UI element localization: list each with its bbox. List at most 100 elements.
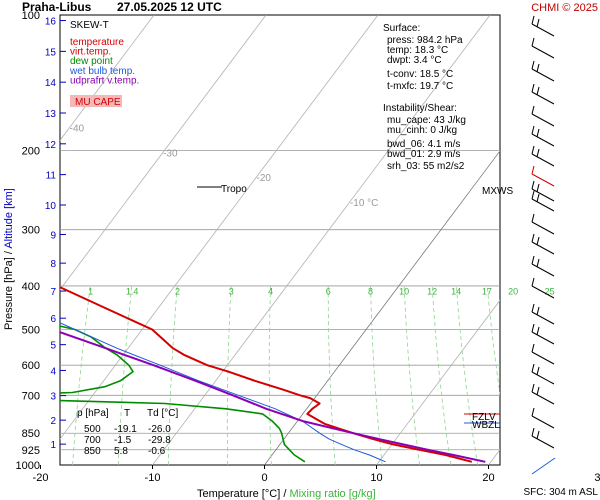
mu-cape-label: MU CAPE <box>75 97 121 108</box>
udprafrt-v-temp-line <box>60 331 486 463</box>
pressure-tick-label: 300 <box>22 225 40 237</box>
table-cell: 500 <box>84 424 101 435</box>
mixing-ratio-label: 14 <box>451 286 461 296</box>
temperature-tick-label: -10 <box>145 472 161 484</box>
isotherm-line <box>376 299 500 465</box>
wind-barb <box>531 277 555 299</box>
temperature-line <box>60 286 473 463</box>
mixing-ratio-label: 10 <box>399 286 409 296</box>
altitude-tick-label: 10 <box>45 201 57 212</box>
mixing-ratio-line <box>455 285 479 465</box>
altitude-tick-label: 9 <box>50 230 56 241</box>
wind-barb <box>531 407 555 429</box>
tropopause-label: Tropo <box>221 184 247 195</box>
temperature-tick-label: 10 <box>370 472 382 484</box>
wind-barb <box>531 37 555 59</box>
surface-info-line: press: 984.2 hPa <box>387 35 463 46</box>
mixing-ratio-line <box>431 285 452 465</box>
mixing-ratio-line <box>72 285 91 465</box>
instability-line: srh_03: 55 m2/s2 <box>387 161 465 172</box>
wind-barb <box>531 233 555 255</box>
station-name: Praha-Libus <box>22 0 92 14</box>
altitude-tick-label: 2 <box>50 416 56 427</box>
wind-barb <box>531 145 555 167</box>
instability-heading: Instability/Shear: <box>383 103 457 114</box>
wind-barb <box>531 213 555 235</box>
table-header: Td [°C] <box>147 408 178 419</box>
wind-barb <box>531 83 555 105</box>
surface-info-line: dwpt: 3.4 °C <box>387 55 442 66</box>
temperature-tick-label: 0 <box>261 472 267 484</box>
isotherm-label: -10 °C <box>350 198 378 209</box>
pressure-tick-label: 100 <box>22 10 40 22</box>
isotherm-line <box>264 150 500 465</box>
mixing-ratio-line <box>117 285 133 465</box>
plot-frame <box>59 14 501 466</box>
temperature-tick-label: 30 <box>594 472 600 484</box>
mixing-ratio-line <box>370 285 383 465</box>
instability-line: mu_cinh: 0 J/kg <box>387 125 457 136</box>
mixing-ratio-label: 1.4 <box>126 286 139 296</box>
wind-barb <box>531 105 555 127</box>
isotherm-label: -30 <box>163 148 178 159</box>
altitude-tick-label: 7 <box>50 287 56 298</box>
mixing-ratio-grid <box>72 285 582 465</box>
surface-altitude-label: SFC: 304 m ASL <box>524 487 599 498</box>
mixing-ratio-label: 8 <box>368 286 373 296</box>
wet-bulb-temp-line <box>60 322 386 463</box>
isotherm-label: -20 <box>257 173 272 184</box>
altitude-tick-label: 12 <box>45 140 57 151</box>
pressure-tick-label: 600 <box>22 360 40 372</box>
mixing-ratio-label: 3 <box>229 286 234 296</box>
wind-barb <box>531 255 555 277</box>
table-cell: -26.0 <box>148 424 171 435</box>
temperature-tick-label: 20 <box>482 472 494 484</box>
table-cell: -29.8 <box>148 435 171 446</box>
freezing-level-label: FZLV <box>472 412 496 423</box>
mixing-ratio-line <box>268 285 272 465</box>
pressure-tick-label: 925 <box>22 445 40 457</box>
legend-item: temperature <box>70 37 124 48</box>
table-cell: -19.1 <box>114 424 137 435</box>
mixing-ratio-label: 2 <box>175 286 180 296</box>
table-cell: 5.8 <box>114 446 128 457</box>
instability-line: bwd_06: 4.1 m/s <box>387 139 460 150</box>
mu-cape-marker <box>70 95 122 107</box>
surface-info-line: t-mxfc: 19.7 °C <box>387 81 453 92</box>
legend-item: udprafrt v.temp. <box>70 75 139 86</box>
legend-item: dew point <box>70 56 113 67</box>
altitude-tick-label: 13 <box>45 109 57 120</box>
altitude-tick-label: 1 <box>50 440 56 451</box>
mixing-ratio-label: 6 <box>326 286 331 296</box>
isotherm-line <box>60 15 267 291</box>
sounding-datetime: 27.05.2025 12 UTC <box>117 0 222 14</box>
instability-line: bwd_01: 2.9 m/s <box>387 149 460 160</box>
sounding-series <box>60 286 486 463</box>
altitude-tick-label: 14 <box>45 78 57 89</box>
isotherm-line <box>60 15 379 440</box>
isotherm-label: -40 <box>70 124 85 135</box>
surface-info-line: temp: 18.3 °C <box>387 45 448 56</box>
mixing-ratio-line <box>167 285 178 465</box>
mixing-ratio-line <box>550 286 582 465</box>
mixing-ratio-label: 12 <box>427 286 437 296</box>
mixing-ratio-label: 25 <box>545 286 555 296</box>
wind-barb <box>531 457 556 475</box>
dew-point-line <box>60 325 306 463</box>
pressure-ticks: 100 200 300 400 500 600 700 850 925 1000 <box>16 10 40 472</box>
table-cell: -0.6 <box>148 446 166 457</box>
temperature-axis-title: Temperature [°C] / Mixing ratio [g/kg] <box>197 488 376 500</box>
altitude-tick-label: 6 <box>50 314 56 325</box>
pressure-tick-label: 400 <box>22 281 40 293</box>
mixing-ratio-line <box>327 285 336 465</box>
wind-barb <box>531 343 555 365</box>
legend-item: wet bulb temp. <box>69 66 135 77</box>
altitude-tick-label: 8 <box>50 259 56 270</box>
pressure-tick-label: 500 <box>22 325 40 337</box>
isotherm-line <box>488 449 500 465</box>
table-header: T <box>124 408 130 419</box>
